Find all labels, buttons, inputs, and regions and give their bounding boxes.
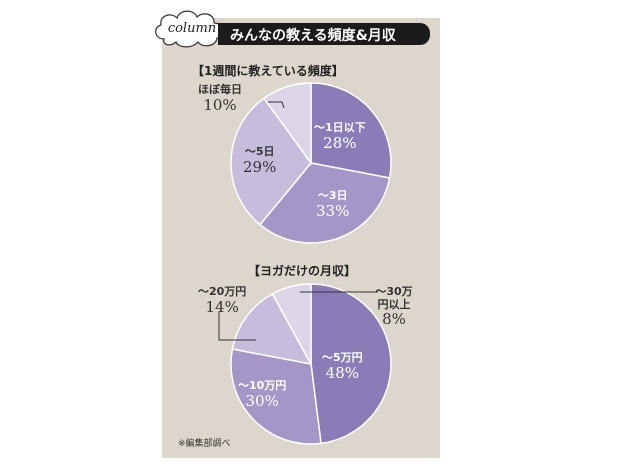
header-bar [218,23,430,45]
chart-1-slice-3-category: 〜5日 [244,145,275,158]
chart-2-leader-line-1 [218,312,256,341]
chart-2-slice-3-category: 〜20万円 [198,285,247,298]
chart-1-slice-2-category: 〜3日 [317,189,348,202]
chart-2-slice-1-value: 48% [325,363,359,382]
chart-2-slice-4-value: 8% [382,310,406,329]
chart-2-slice-2 [230,348,322,445]
chart-2-slice-label-2: 〜10万円 30% [238,379,287,410]
chart-2-slice-3 [231,292,313,366]
footnote: ※編集部調べ [178,439,231,449]
chart-2-slice-label-1: 〜5万円 48% [322,351,363,382]
chart-2-title: 【ヨガだけの月収】 [248,264,357,278]
chart-1-slice-label-2: 〜3日 33% [316,189,350,220]
chart-2-slice-4 [271,283,312,365]
chart-1-slice-label-3: 〜5日 29% [243,145,277,176]
chart-1-slice-label-1: 〜1日以下 28% [314,121,366,152]
column-label: column [167,21,217,36]
chart-2-slice-1 [310,283,392,445]
chart-1-slice-2 [258,162,391,244]
cloud-badge-icon [155,10,224,48]
chart-2-slice-4-category: 〜30万円以上 [375,285,413,311]
chart-2-slice-2-category: 〜10万円 [238,379,287,392]
chart-1-slice-1-category: 〜1日以下 [314,121,366,134]
chart-1-slice-1 [310,82,392,179]
chart-1-slice-3-value: 29% [243,157,277,176]
chart-2-slice-3-value: 14% [205,297,239,316]
header-title: みんなの教える頻度&月収 [230,28,396,44]
chart-1-slice-2-value: 33% [316,201,350,220]
chart-2-slice-label-4: 〜30万円以上 8% [374,285,414,329]
chart-1-leader-line-1 [268,101,285,109]
chart-1-slice-4 [262,82,312,166]
chart-1-slice-3 [230,97,312,226]
chart-1-slice-1-value: 28% [323,133,357,152]
chart-2-slice-label-3: 〜20万円 14% [198,285,247,316]
chart-1-title: 【1週間に教えている頻度】 [192,64,344,78]
chart-2-slice-1-category: 〜5万円 [322,351,363,364]
chart-1-slice-4-value: 10% [203,95,237,114]
chart-1-slice-label-4: ほぼ毎日 10% [198,83,242,114]
chart-1-slice-4-category: ほぼ毎日 [198,83,242,96]
chart-2-slice-2-value: 30% [245,391,279,410]
